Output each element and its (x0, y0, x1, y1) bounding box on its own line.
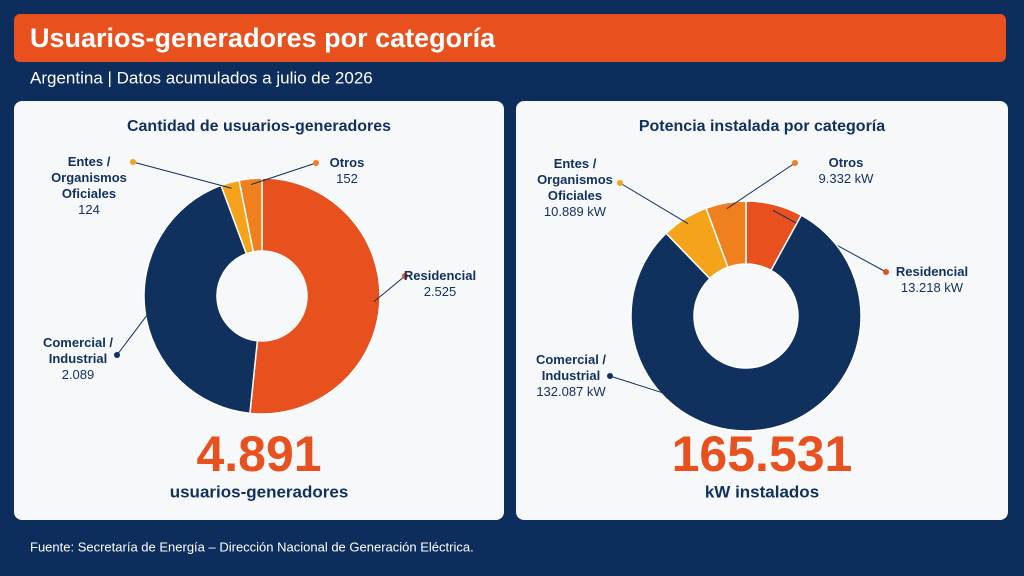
value-label: 132.087 kW (536, 384, 606, 399)
leader-dot (313, 160, 319, 166)
total-caption: kW instalados (705, 482, 819, 501)
leader-line (250, 162, 317, 186)
category-label: Residencial (895, 264, 969, 279)
value-label: 13.218 kW (900, 280, 964, 295)
donut-slice (238, 177, 263, 253)
panel-title: Potencia instalada por categoría (639, 118, 885, 135)
category-label: Entes / Organismos Oficiales (537, 156, 613, 203)
total-value: 4.891 (196, 426, 321, 482)
slice-label: Entes / Organismos Oficiales 10.889 kW (527, 156, 623, 220)
donut-slice (630, 214, 862, 432)
panel-title: Cantidad de usuarios-generadores (127, 118, 391, 135)
value-label: 9.332 kW (818, 171, 874, 186)
category-label: Otros (329, 155, 365, 170)
leader-line (619, 182, 689, 225)
title-bar (14, 14, 1006, 62)
leader-line (609, 375, 761, 425)
panel (516, 101, 1008, 520)
slice-label: Otros 9.332 kW (798, 155, 894, 187)
slice-label: Residencial 2.525 (392, 268, 488, 300)
donut-slice (143, 184, 259, 415)
total-value: 165.531 (672, 426, 853, 482)
category-label: Residencial (403, 268, 477, 283)
subtitle: Argentina | Datos acumulados a julio de … (30, 68, 373, 87)
leader-dot (883, 269, 889, 275)
leader-dot (617, 180, 623, 186)
value-label: 124 (78, 202, 100, 217)
value-label: 2.089 (61, 367, 95, 382)
category-label: Comercial / Industrial (42, 335, 114, 366)
slice-label: Entes / Organismos Oficiales 124 (41, 154, 137, 218)
donut-slice (249, 177, 381, 415)
value-label: 10.889 kW (543, 204, 607, 219)
slice-label: Otros 152 (299, 155, 395, 187)
value-label: 2.525 (423, 284, 457, 299)
leader-line (116, 309, 152, 356)
slice-label: Residencial 13.218 kW (884, 264, 980, 296)
leader-dot (607, 373, 613, 379)
leader-dot (130, 159, 136, 165)
category-label: Otros (828, 155, 864, 170)
leader-dot (114, 352, 120, 358)
leader-line (373, 275, 406, 303)
panel (14, 101, 504, 520)
category-label: Comercial / Industrial (535, 352, 607, 383)
leader-line (132, 161, 232, 189)
leader-line (726, 162, 796, 210)
slice-label: Comercial / Industrial 132.087 kW (523, 352, 619, 400)
source: Fuente: Secretaría de Energía – Direcció… (30, 539, 474, 554)
title: Usuarios-generadores por categoría (30, 23, 496, 53)
category-label: Entes / Organismos Oficiales (51, 154, 127, 201)
leader-dot (402, 273, 408, 279)
slice-label: Comercial / Industrial 2.089 (30, 335, 126, 383)
leader-dot (792, 160, 798, 166)
donut-slice (705, 200, 747, 269)
total-caption: usuarios-generadores (170, 482, 349, 501)
value-label: 152 (336, 171, 358, 186)
